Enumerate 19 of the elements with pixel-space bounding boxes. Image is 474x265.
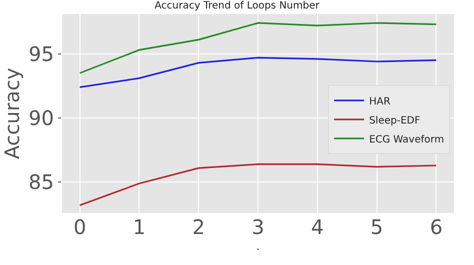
x-tick-label: 5 [370,215,384,239]
y-axis-title: Accuracy [0,68,24,160]
x-tick-label: 2 [192,215,205,239]
x-tick-label: 6 [430,215,443,239]
legend-label: HAR [369,96,390,108]
legend-label: Sleep-EDF [369,115,420,126]
line-series [79,56,437,88]
legend-label: ECG Waveform [369,134,444,146]
line-series [79,22,437,74]
y-tick-label: 95 [28,42,54,66]
x-tick-label: 0 [73,215,86,239]
x-axis-title: . [256,239,260,253]
x-tick-label: 4 [311,215,324,239]
line-series [79,163,437,206]
chart-title: Accuracy Trend of Loops Number [154,0,320,12]
y-tick-label: 85 [28,170,54,194]
y-tick-label: 90 [28,106,54,130]
x-tick-label: 3 [252,215,264,239]
x-tick-label: 1 [132,215,146,239]
